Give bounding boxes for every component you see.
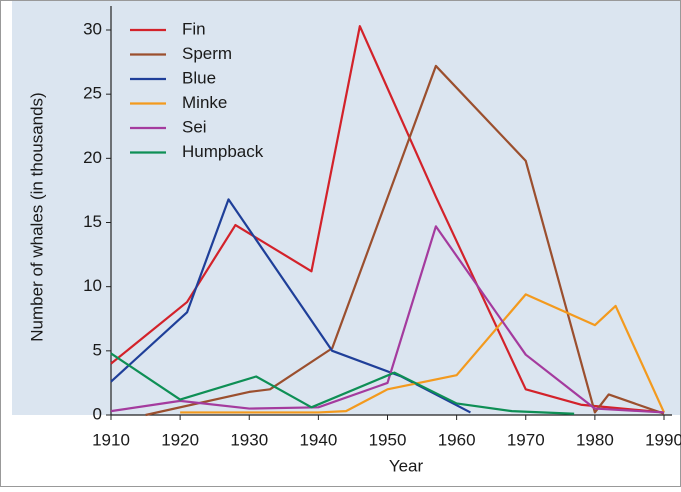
- data-line: [145, 64, 665, 417]
- y-tick-label: 30: [83, 19, 102, 38]
- y-tick-label: 15: [83, 212, 102, 231]
- y-tick-label: 5: [93, 340, 102, 359]
- x-tick-label: 1950: [369, 430, 407, 449]
- x-tick-label: 1910: [92, 430, 130, 449]
- y-tick-label: 0: [93, 404, 102, 423]
- x-tick-label: 1990: [645, 430, 681, 449]
- x-tick-label: 1970: [507, 430, 545, 449]
- legend-label: Sperm: [182, 44, 232, 63]
- data-line: [180, 293, 666, 414]
- y-tick-label: 20: [83, 148, 102, 167]
- x-tick-label: 1980: [576, 430, 614, 449]
- data-line: [110, 352, 575, 415]
- plot-background: [12, 1, 680, 415]
- legend-label: Fin: [182, 19, 206, 38]
- x-tick-label: 1940: [299, 430, 337, 449]
- data-line: [110, 225, 665, 414]
- y-tick-label: 25: [83, 84, 102, 103]
- legend-label: Sei: [182, 117, 207, 136]
- x-tick-label: 1920: [161, 430, 199, 449]
- y-tick-label: 10: [83, 276, 102, 295]
- x-tick-label: 1960: [438, 430, 476, 449]
- legend-label: Minke: [182, 93, 227, 112]
- x-tick-label: 1930: [230, 430, 268, 449]
- x-axis-label: Year: [389, 456, 424, 475]
- data-line: [110, 25, 665, 414]
- legend-label: Humpback: [182, 142, 264, 161]
- legend-label: Blue: [182, 68, 216, 87]
- y-axis-label: Number of whales (in thousands): [27, 92, 46, 341]
